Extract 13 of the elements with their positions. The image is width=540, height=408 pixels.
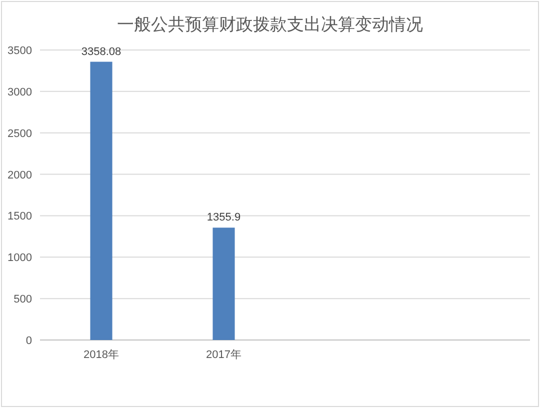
y-tick-label: 0 xyxy=(26,335,32,347)
y-tick-label: 500 xyxy=(14,294,32,306)
x-tick-label: 2017年 xyxy=(206,349,242,361)
data-label: 1355.9 xyxy=(206,212,241,224)
data-label: 3358.08 xyxy=(81,46,122,58)
y-tick-label: 3500 xyxy=(8,45,32,57)
chart-title: 一般公共预算财政拨款支出决算变动情况 xyxy=(117,15,423,34)
y-tick-label: 2500 xyxy=(8,128,32,140)
y-tick-label: 1500 xyxy=(8,210,32,223)
y-tick-label: 3000 xyxy=(8,86,32,98)
x-tick-label: 2018年 xyxy=(84,349,119,361)
y-tick-label: 2000 xyxy=(8,169,32,182)
y-tick-label: 1000 xyxy=(8,252,32,264)
